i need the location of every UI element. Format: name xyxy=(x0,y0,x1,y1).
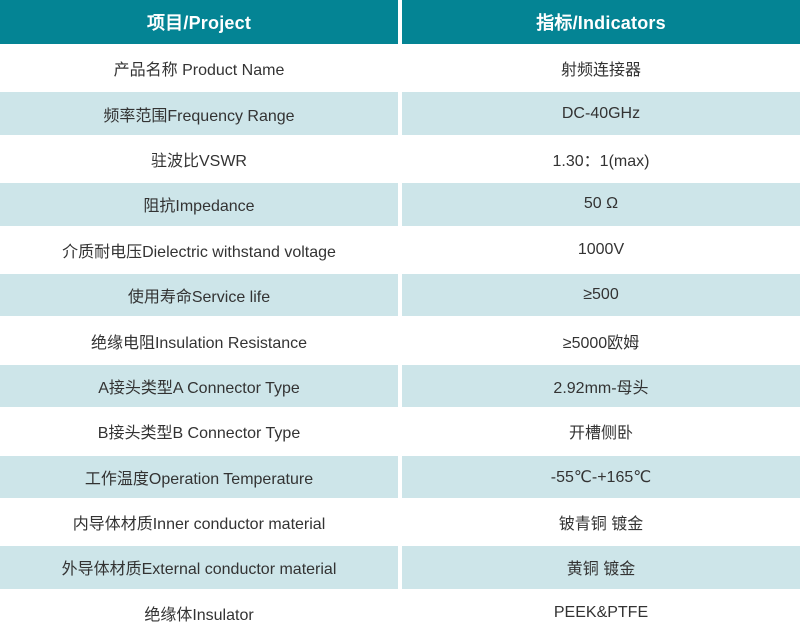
table-row: 外导体材质External conductor material 黄铜 镀金 xyxy=(0,546,800,589)
project-cell: B接头类型B Connector Type xyxy=(0,410,398,453)
table-header-row: 项目/Project 指标/Indicators xyxy=(0,0,800,44)
project-cell: 驻波比VSWR xyxy=(0,137,398,181)
project-cell: 阻抗Impedance xyxy=(0,183,398,226)
project-cell: 绝缘电阻Insulation Resistance xyxy=(0,319,398,362)
project-cell: 产品名称 Product Name xyxy=(0,47,398,90)
table-row: 介质耐电压Dielectric withstand voltage 1000V xyxy=(0,228,800,271)
indicator-cell: 开槽侧卧 xyxy=(402,410,800,453)
table-row: 使用寿命Service life ≥500 xyxy=(0,273,800,317)
table-row: 内导体材质Inner conductor material 铍青铜 镀金 xyxy=(0,500,800,544)
project-cell: 工作温度Operation Temperature xyxy=(0,455,398,498)
header-cell-indicators: 指标/Indicators xyxy=(402,0,800,44)
table-row: 驻波比VSWR 1.30：1(max) xyxy=(0,137,800,181)
indicator-cell: ≥500 xyxy=(402,273,800,317)
indicator-cell: ≥5000欧姆 xyxy=(402,319,800,362)
table-row: 绝缘电阻Insulation Resistance ≥5000欧姆 xyxy=(0,319,800,362)
table-row: A接头类型A Connector Type 2.92mm-母头 xyxy=(0,364,800,408)
indicator-cell: 铍青铜 镀金 xyxy=(402,500,800,544)
project-cell: 频率范围Frequency Range xyxy=(0,92,398,135)
indicator-cell: PEEK&PTFE xyxy=(402,591,800,634)
indicator-cell: 射频连接器 xyxy=(402,47,800,90)
indicator-cell: 黄铜 镀金 xyxy=(402,546,800,589)
project-cell: 使用寿命Service life xyxy=(0,273,398,317)
indicator-cell: 1000V xyxy=(402,228,800,271)
header-cell-project: 项目/Project xyxy=(0,0,398,44)
table-body: 产品名称 Product Name 射频连接器 频率范围Frequency Ra… xyxy=(0,47,800,634)
table-row: 产品名称 Product Name 射频连接器 xyxy=(0,47,800,90)
table-row: B接头类型B Connector Type 开槽侧卧 xyxy=(0,410,800,453)
indicator-cell: 2.92mm-母头 xyxy=(402,364,800,408)
table-row: 工作温度Operation Temperature -55℃-+165℃ xyxy=(0,455,800,498)
indicator-cell: -55℃-+165℃ xyxy=(402,455,800,498)
table-row: 绝缘体Insulator PEEK&PTFE xyxy=(0,591,800,634)
indicator-cell: 50 Ω xyxy=(402,183,800,226)
project-cell: A接头类型A Connector Type xyxy=(0,364,398,408)
indicator-cell: 1.30：1(max) xyxy=(402,137,800,181)
table-row: 频率范围Frequency Range DC-40GHz xyxy=(0,92,800,135)
project-cell: 外导体材质External conductor material xyxy=(0,546,398,589)
project-cell: 绝缘体Insulator xyxy=(0,591,398,634)
project-cell: 介质耐电压Dielectric withstand voltage xyxy=(0,228,398,271)
indicator-cell: DC-40GHz xyxy=(402,92,800,135)
project-cell: 内导体材质Inner conductor material xyxy=(0,500,398,544)
table-row: 阻抗Impedance 50 Ω xyxy=(0,183,800,226)
